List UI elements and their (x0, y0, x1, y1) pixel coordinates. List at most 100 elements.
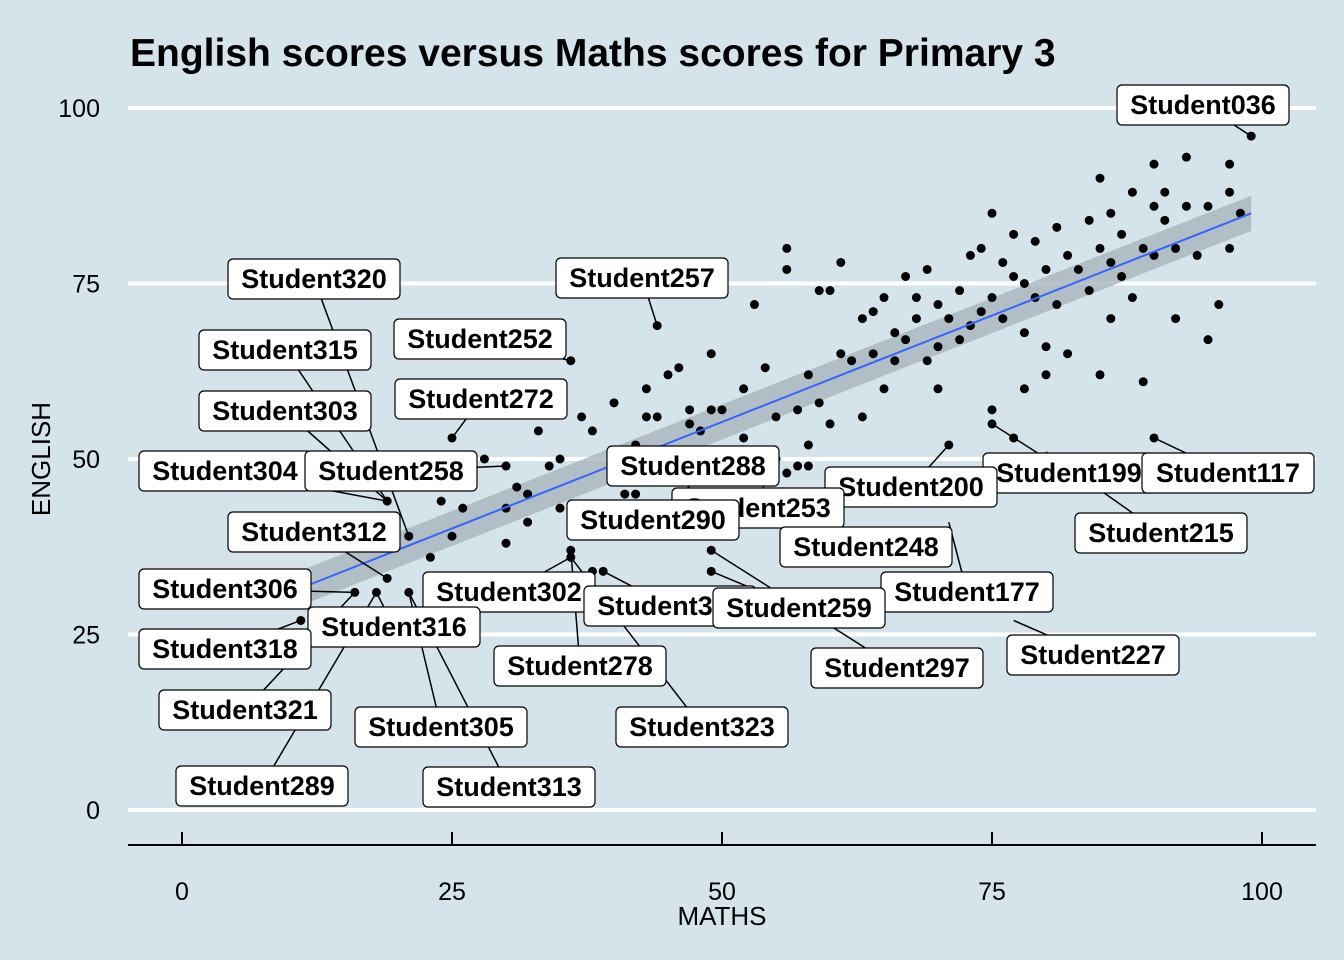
data-point (879, 293, 889, 303)
point-label-text: Student302 (436, 577, 582, 607)
point-label-box (175, 765, 349, 807)
x-tick-label: 0 (175, 878, 189, 906)
point-label-box (393, 318, 567, 360)
point-label-box (606, 445, 780, 487)
point-label: Student278 (493, 645, 667, 687)
y-tick-label: 50 (72, 446, 100, 474)
data-point (609, 398, 619, 408)
point-label-text: Student323 (629, 712, 775, 742)
point-label-box (354, 706, 528, 748)
point-label-box (779, 526, 953, 568)
data-point (1160, 215, 1170, 225)
point-label-text: Student304 (152, 456, 298, 486)
data-point (544, 461, 554, 471)
data-point (1073, 264, 1083, 274)
x-tick-label: 25 (438, 878, 466, 906)
data-point (890, 356, 900, 366)
point-label: Student117 (1141, 452, 1315, 494)
y-tick-label: 100 (58, 95, 100, 123)
data-point (1171, 314, 1181, 324)
data-point (1009, 271, 1019, 281)
point-label-text: Student215 (1088, 518, 1234, 548)
data-point (836, 349, 846, 359)
point-label-box (615, 706, 789, 748)
x-tick-label: 50 (708, 878, 736, 906)
point-label-text: Student200 (838, 472, 984, 502)
point-label: Student257 (555, 257, 729, 299)
data-point (1084, 286, 1094, 296)
data-point (501, 538, 511, 548)
data-point (987, 208, 997, 218)
data-point (587, 426, 597, 436)
data-point (901, 271, 911, 281)
point-label: Student289 (175, 765, 349, 807)
data-point (987, 405, 997, 415)
chart-title: English scores versus Maths scores for P… (130, 32, 1056, 75)
point-label-box (158, 689, 332, 731)
data-point (1192, 250, 1202, 260)
data-point (1235, 208, 1245, 218)
point-label: Student199 (982, 452, 1156, 494)
point-label: Student305 (354, 706, 528, 748)
point-label-box (198, 329, 372, 371)
point-label-box (555, 257, 729, 299)
data-point (1063, 250, 1073, 260)
data-point (685, 419, 695, 429)
point-label: Student215 (1074, 512, 1248, 554)
data-point (793, 405, 803, 415)
data-point (782, 264, 792, 274)
data-point (1138, 377, 1148, 387)
data-point (879, 384, 889, 394)
data-point (674, 363, 684, 373)
point-label-box (394, 378, 568, 420)
data-point (1041, 342, 1051, 352)
data-point (944, 314, 954, 324)
data-point (1181, 152, 1191, 162)
point-labels: Student036 Student320 Student257 Student252… (138, 84, 1315, 808)
point-label-box (712, 587, 886, 629)
point-label-box (1006, 634, 1180, 676)
data-point (814, 398, 824, 408)
point-label-text: Student248 (793, 532, 939, 562)
data-point (1095, 173, 1105, 183)
data-point (479, 454, 489, 464)
data-point (631, 489, 641, 499)
data-point (933, 300, 943, 310)
data-point (1009, 229, 1019, 239)
data-point (911, 293, 921, 303)
data-point (1127, 187, 1137, 197)
point-label: Student312 (227, 511, 401, 553)
point-label: Student302 (422, 571, 596, 613)
y-tick-label: 0 (86, 797, 100, 825)
fit-line-layer (289, 212, 1252, 594)
data-point (955, 335, 965, 345)
point-label-box (138, 628, 312, 670)
data-point (803, 440, 813, 450)
point-label: Student303 (198, 390, 372, 432)
data-point (1160, 187, 1170, 197)
point-label-text: Student259 (726, 593, 872, 623)
data-point (793, 461, 803, 471)
point-label: Student318 (138, 628, 312, 670)
point-label: Student315 (198, 329, 372, 371)
point-label: Student290 (566, 499, 740, 541)
data-point (641, 412, 651, 422)
data-point (1225, 159, 1235, 169)
point-label: Student258 (304, 450, 478, 492)
data-point (1149, 159, 1159, 169)
data-point (555, 454, 565, 464)
data-point (1084, 215, 1094, 225)
point-label: Student200 (824, 466, 998, 508)
point-label: Student304 (138, 450, 312, 492)
data-point (1181, 201, 1191, 211)
data-point (1138, 243, 1148, 253)
point-label: Student313 (422, 766, 596, 808)
data-point (933, 342, 943, 352)
point-label-text: Student117 (1156, 458, 1300, 488)
data-point (706, 349, 716, 359)
data-point (533, 426, 543, 436)
data-point (1052, 222, 1062, 232)
data-point (1106, 314, 1116, 324)
x-axis-title: MATHS (677, 901, 766, 931)
point-label-text: Student289 (189, 771, 335, 801)
